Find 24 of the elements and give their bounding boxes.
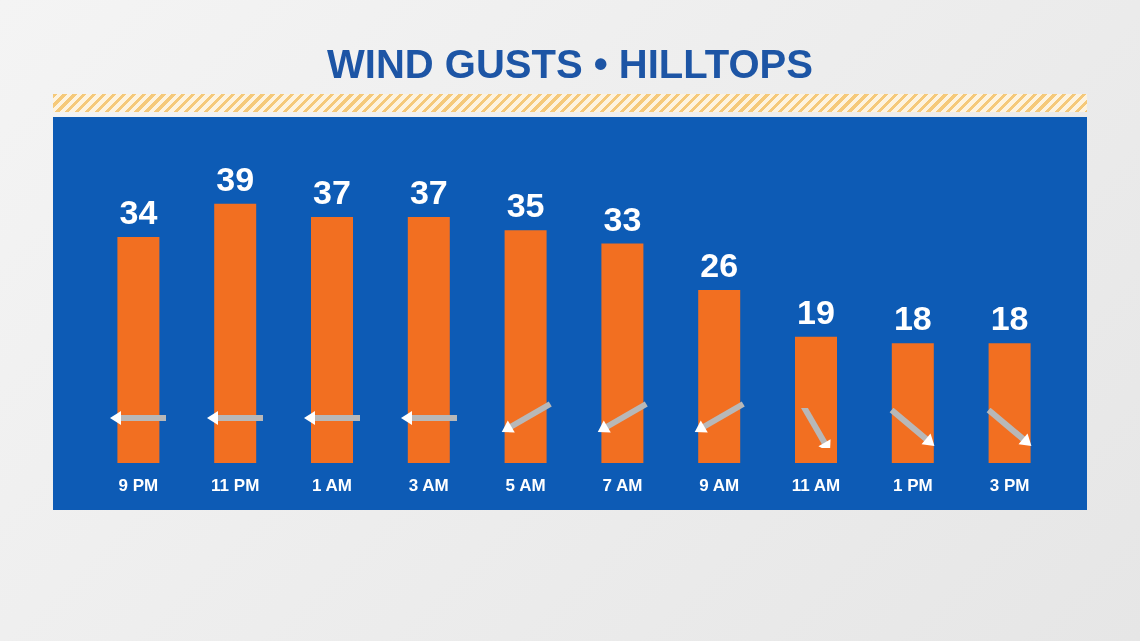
data-label: 35 [506,186,545,225]
data-label: 18 [893,299,932,338]
x-tick-label: 5 AM [505,476,546,495]
x-tick-label: 9 PM [118,476,159,495]
data-label: 19 [797,292,835,331]
data-label: 37 [409,172,448,211]
data-label: 37 [313,172,351,211]
x-tick-label: 9 AM [699,476,740,495]
data-label: 34 [119,192,158,231]
data-label: 33 [603,199,642,238]
data-label: 26 [700,246,739,285]
x-tick-label: 7 AM [602,476,643,495]
data-label: 39 [216,159,255,198]
x-tick-label: 3 AM [408,476,449,495]
x-tick-label: 11 PM [211,476,260,495]
x-tick-label: 3 PM [989,476,1030,495]
chart-title: WIND GUSTS • HILLTOPS [326,42,814,87]
data-label: 18 [990,299,1029,338]
bar [988,343,1031,463]
x-tick-label: 11 AM [791,476,841,495]
x-tick-label: 1 PM [892,476,933,495]
bar [891,343,934,463]
x-tick-label: 1 AM [312,476,352,495]
bar [795,336,837,463]
